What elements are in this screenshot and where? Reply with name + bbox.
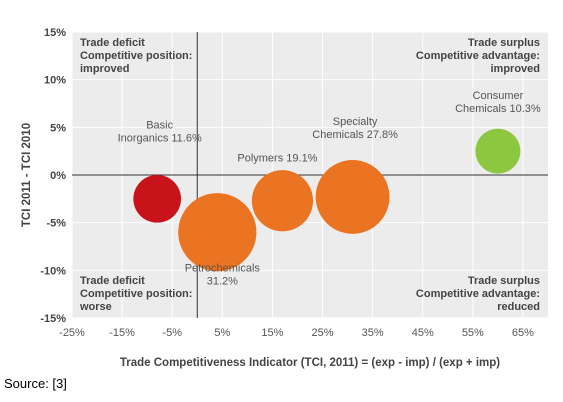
quadrant-label-top-right: Trade surplus [468, 37, 540, 49]
x-axis-title: Trade Competitiveness Indicator (TCI, 20… [120, 357, 500, 369]
bubble-point [133, 174, 182, 223]
bubble-label: Specialty [333, 116, 378, 128]
quadrant-label-bottom-right: Competitive advantage: [416, 288, 540, 300]
x-tick-label: 55% [462, 327, 484, 339]
y-tick-label: 10% [44, 75, 66, 87]
x-tick-label: -25% [59, 327, 85, 339]
quadrant-label-bottom-left: Competitive position: [80, 288, 192, 300]
quadrant-label-top-left: Competitive position: [80, 50, 192, 62]
bubble-label: 31.2% [207, 276, 238, 288]
x-tick-label: 25% [312, 327, 334, 339]
y-tick-label: 0% [50, 170, 66, 182]
y-tick-label: -10% [40, 265, 66, 277]
quadrant-label-bottom-right: reduced [497, 301, 540, 313]
quadrant-label-top-left: improved [80, 63, 130, 75]
y-tick-label: -15% [40, 313, 66, 325]
quadrant-label-bottom-left: Trade deficit [80, 275, 145, 287]
quadrant-label-top-left: Trade deficit [80, 37, 145, 49]
quadrant-label-bottom-left: worse [79, 301, 112, 313]
bubble-point [475, 128, 521, 174]
y-axis-title: TCI 2011 - TCI 2010 [21, 123, 33, 227]
bubble-point [178, 193, 257, 272]
bubble-point [251, 170, 314, 232]
bubble-label: Basic [146, 120, 173, 132]
x-tick-label: 5% [214, 327, 230, 339]
x-tick-label: -5% [162, 327, 182, 339]
bubble-label: Petrochemicals [185, 263, 261, 275]
y-tick-label: -5% [46, 218, 66, 230]
x-tick-label: 45% [412, 327, 434, 339]
y-tick-label: 15% [44, 27, 66, 39]
quadrant-label-top-right: improved [490, 63, 540, 75]
x-tick-label: 15% [261, 327, 283, 339]
bubble-label: Inorganics 11.6% [118, 133, 202, 145]
source-label: Source: [3] [4, 376, 67, 391]
x-tick-label: 35% [362, 327, 384, 339]
quadrant-label-bottom-right: Trade surplus [468, 275, 540, 287]
bubble-point [315, 160, 390, 234]
bubble-label: Polymers 19.1% [237, 153, 317, 165]
bubble-label: Chemicals 27.8% [312, 129, 398, 141]
x-tick-label: -15% [109, 327, 135, 339]
quadrant-label-top-right: Competitive advantage: [416, 50, 540, 62]
x-tick-label: 65% [512, 327, 534, 339]
y-tick-label: 5% [50, 122, 66, 134]
bubble-label: Chemicals 10.3% [455, 103, 541, 115]
bubble-label: Consumer [473, 90, 524, 102]
